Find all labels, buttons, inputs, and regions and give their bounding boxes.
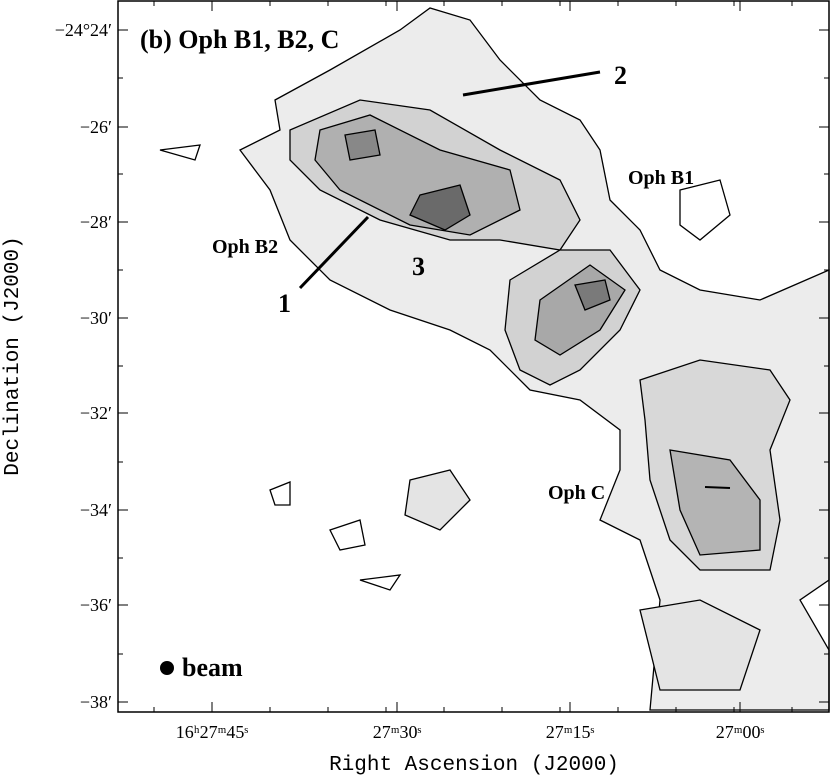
x-tick-label: 16ʰ27ᵐ45ˢ — [176, 722, 249, 742]
y-tick-label: −38′ — [80, 692, 112, 712]
beam-marker — [160, 661, 174, 675]
y-tick-label: −36′ — [80, 595, 112, 615]
y-tick-label: −24°24′ — [55, 20, 112, 40]
axis-ticks: −24°24′ −26′ −28′ −30′ −32′ −34′ −36′ −38′ 16ʰ27… — [55, 1, 829, 742]
annotation: 1 — [278, 289, 291, 318]
y-tick-label: −34′ — [80, 500, 112, 520]
x-axis-label: Right Ascension (J2000) — [329, 754, 619, 777]
panel-title: (b) Oph B1, B2, C — [140, 25, 339, 54]
annotation: beam — [182, 653, 243, 682]
y-tick-label: −30′ — [80, 308, 112, 328]
x-tick-label: 27ᵐ30ˢ — [373, 722, 422, 742]
annotation-lines — [298, 70, 731, 489]
x-tick-label: 27ᵐ15ˢ — [546, 722, 595, 742]
contour-map — [159, 7, 830, 711]
annotation: 3 — [412, 252, 425, 281]
annotation: Oph B2 — [212, 236, 278, 258]
y-tick-label: −26′ — [80, 117, 112, 137]
y-axis-label: Declination (J2000) — [2, 236, 25, 475]
y-tick-label: −28′ — [80, 212, 112, 232]
x-tick-label: 27ᵐ00ˢ — [716, 722, 765, 742]
annotation: Oph C — [548, 482, 605, 504]
annotation: Oph B1 — [628, 167, 694, 189]
y-tick-label: −32′ — [80, 403, 112, 423]
annotation: 2 — [614, 61, 627, 90]
plot-frame — [117, 0, 830, 713]
